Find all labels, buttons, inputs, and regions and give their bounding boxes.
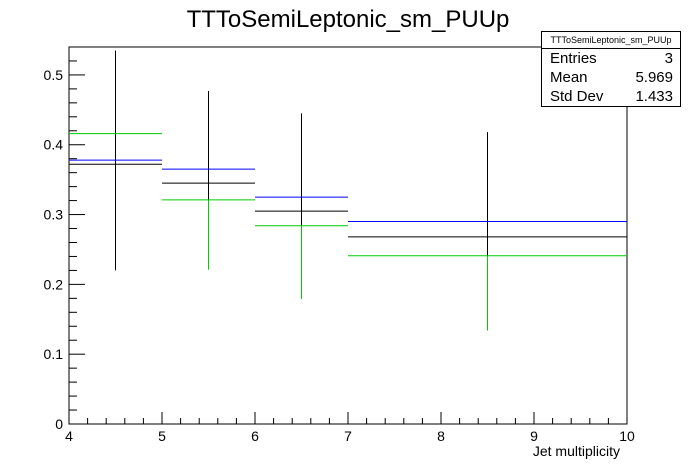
stats-label: Entries xyxy=(550,50,597,67)
y-tick-label: 0.3 xyxy=(44,207,64,223)
data-marks xyxy=(69,50,627,331)
stats-label: Mean xyxy=(550,69,588,86)
y-tick-label: 0.2 xyxy=(44,276,64,292)
y-tick-label: 0 xyxy=(55,416,63,432)
stats-box: TTToSemiLeptonic_sm_PUUp Entries 3 Mean … xyxy=(541,31,681,107)
x-tick-label: 6 xyxy=(251,428,259,444)
stats-value: 5.969 xyxy=(635,69,673,86)
x-tick-label: 7 xyxy=(344,428,352,444)
stats-row-entries: Entries 3 xyxy=(542,49,680,68)
stats-row-mean: Mean 5.969 xyxy=(542,68,680,87)
y-tick-label: 0.4 xyxy=(44,137,64,153)
x-tick-label: 4 xyxy=(65,428,73,444)
y-tick-label: 0.1 xyxy=(44,346,64,362)
chart-title: TTToSemiLeptonic_sm_PUUp xyxy=(187,6,510,33)
stats-title: TTToSemiLeptonic_sm_PUUp xyxy=(542,32,680,49)
x-tick-label: 5 xyxy=(158,428,166,444)
stats-label: Std Dev xyxy=(550,88,604,105)
axes: 4 5 6 7 8 9 10 0 0.1 0.2 0.3 0.4 0.5 xyxy=(44,60,635,444)
x-axis-label: Jet multiplicity xyxy=(533,443,620,459)
y-tick-label: 0.5 xyxy=(44,67,64,83)
stats-value: 3 xyxy=(664,50,673,67)
x-tick-label: 9 xyxy=(530,428,538,444)
stats-row-stddev: Std Dev 1.433 xyxy=(542,87,680,106)
x-tick-label: 10 xyxy=(619,428,635,444)
x-tick-label: 8 xyxy=(437,428,445,444)
stats-value: 1.433 xyxy=(635,88,673,105)
